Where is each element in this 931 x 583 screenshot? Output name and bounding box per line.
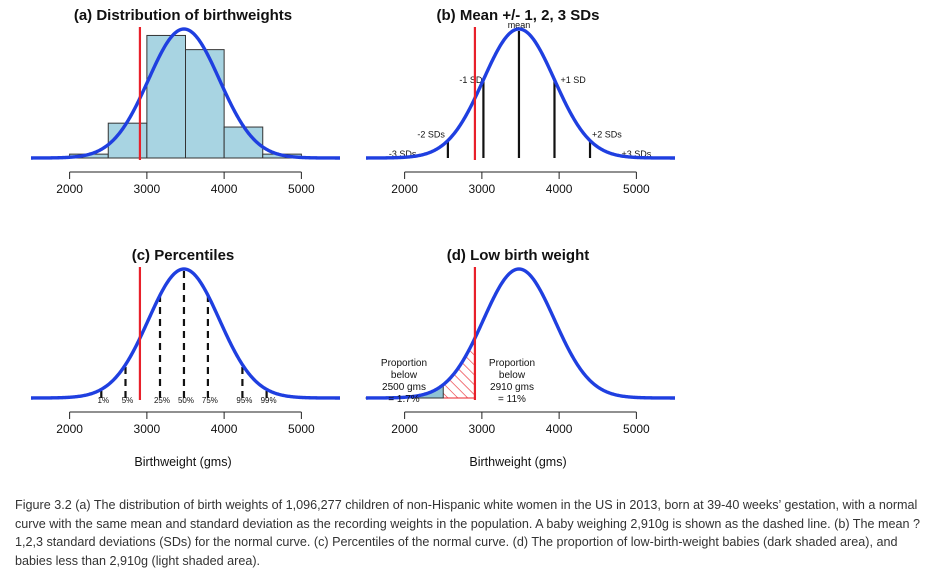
panel-b-sd-label-1: -2 SDs	[417, 130, 445, 140]
panel-d-annotation-right-line-1: below	[499, 370, 526, 381]
panel-c-percentile-label-2: 25%	[154, 396, 170, 405]
panel-d-low-birth-weight: (d) Low birth weight Birthweight (gms) 2…	[365, 247, 676, 469]
panel-b-x-tick-label-1: 3000	[469, 182, 496, 196]
panel-a-bar-2	[146, 34, 186, 159]
panel-a-bar-3	[185, 49, 225, 159]
panel-b-x-tick-label-2: 4000	[546, 182, 573, 196]
panel-d-x-axis-label: Birthweight (gms)	[469, 455, 566, 469]
panel-c-x-tick-label-3: 5000	[288, 422, 315, 436]
panel-c-percentile-label-4: 75%	[202, 396, 218, 405]
panel-c-x-axis-label: Birthweight (gms)	[134, 455, 231, 469]
panel-d-annotation-left-line-3: = 1.7%	[388, 394, 420, 405]
panel-a-x-tick-label-1: 3000	[134, 182, 161, 196]
panel-a-distribution: (a) Distribution of birthweights 2000 300…	[30, 7, 341, 196]
panel-c-title: (c) Percentiles	[132, 247, 235, 264]
panel-b-title: (b) Mean +/- 1, 2, 3 SDs	[437, 7, 600, 24]
panel-d-x-tick-label-3: 5000	[623, 422, 650, 436]
panel-c-percentile-label-1: 5%	[122, 396, 134, 405]
panel-c-x-tick-label-2: 4000	[211, 422, 238, 436]
panel-a-normal-curve	[30, 27, 341, 160]
panel-b-sd-label-6: +3 SDs	[622, 149, 652, 159]
panel-a-x-tick-label-0: 2000	[56, 182, 83, 196]
panel-a-x-tick-label-2: 4000	[211, 182, 238, 196]
panel-d-x-tick-label-1: 3000	[469, 422, 496, 436]
panel-d-x-tick-label-2: 4000	[546, 422, 573, 436]
panel-d-annotation-left-line-1: below	[391, 370, 418, 381]
panel-c-percentile-label-0: 1%	[98, 396, 110, 405]
panel-d-annotation-left-line-2: 2500 gms	[382, 382, 426, 393]
panel-c-x-tick-label-1: 3000	[134, 422, 161, 436]
panel-a-x-tick-label-3: 5000	[288, 182, 315, 196]
panel-c-normal-curve	[30, 267, 341, 400]
panel-c-percentiles: (c) Percentiles Birthweight (gms) 1% 5% 25…	[30, 247, 341, 469]
panel-d-annotation-right-line-2: 2910 gms	[490, 382, 534, 393]
figure-caption: Figure 3.2 (a) The distribution of birth…	[15, 498, 920, 568]
panel-c-percentile-label-3: 50%	[178, 396, 194, 405]
panel-b-sd-label-5: +2 SDs	[592, 130, 622, 140]
panel-b-sd-label-0: -3 SDs	[389, 149, 417, 159]
panel-d-x-tick-label-0: 2000	[391, 422, 418, 436]
panel-d-annotation-left-line-0: Proportion	[381, 358, 427, 369]
panel-c-percentile-label-6: 99%	[261, 396, 277, 405]
panel-c-x-tick-label-0: 2000	[56, 422, 83, 436]
panel-b-sd-label-3: mean	[508, 20, 531, 30]
panel-d-title: (d) Low birth weight	[447, 247, 589, 264]
panel-d-annotation-right-line-3: = 11%	[498, 394, 526, 405]
panel-b-sd-label-4: +1 SD	[560, 75, 586, 85]
panel-d-normal-curve	[365, 267, 676, 400]
panel-d-annotation-right-line-0: Proportion	[489, 358, 535, 369]
panel-b-x-tick-label-0: 2000	[391, 182, 418, 196]
panel-c-percentile-label-5: 95%	[236, 396, 252, 405]
panel-b-normal-curve	[365, 27, 676, 160]
panel-b-x-tick-label-3: 5000	[623, 182, 650, 196]
panel-b-sd-label-2: -1 SD	[459, 75, 483, 85]
panel-b-mean-sd: (b) Mean +/- 1, 2, 3 SDs -3 SDs-2 SDs -1 …	[365, 7, 676, 196]
panel-a-title: (a) Distribution of birthweights	[74, 7, 292, 24]
